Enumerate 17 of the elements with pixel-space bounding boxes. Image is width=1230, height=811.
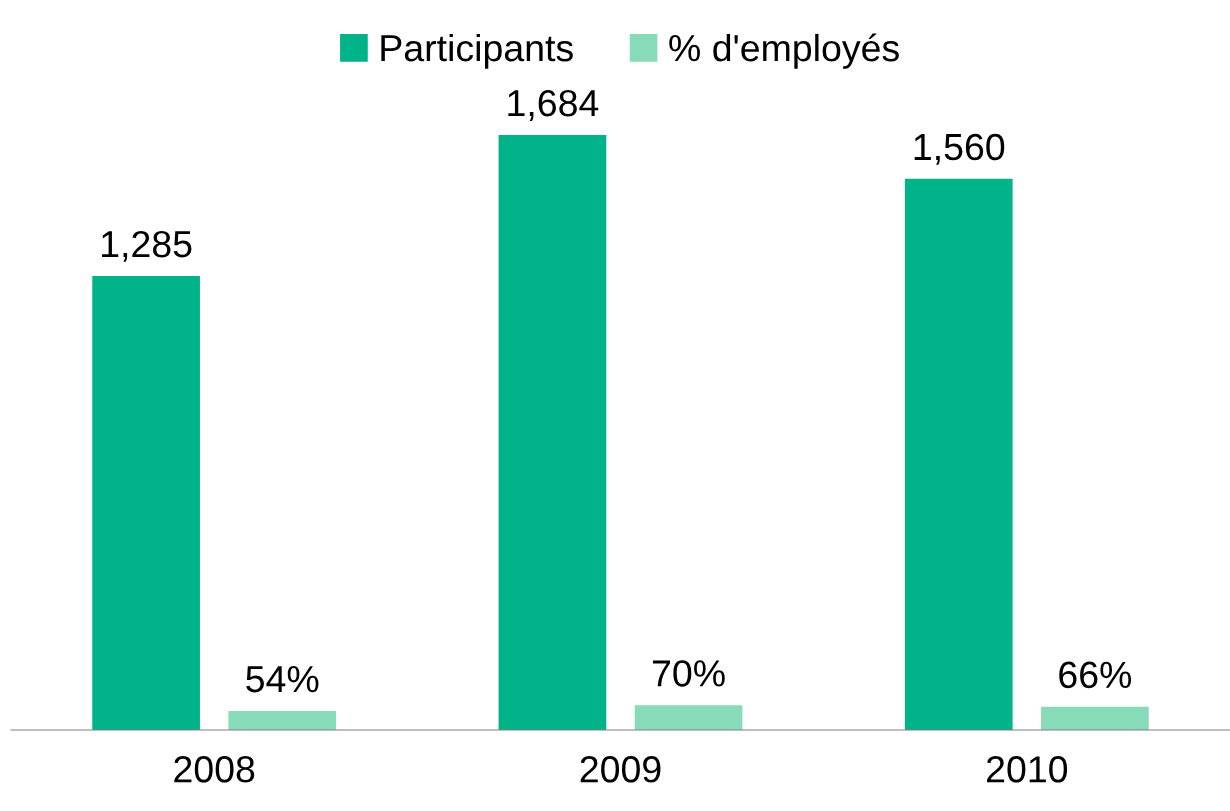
x-tick-label: 2009 [580, 755, 661, 783]
data-label: 70% [652, 660, 725, 687]
data-label: 54% [246, 666, 319, 693]
x-tick-label: 2010 [987, 755, 1068, 783]
legend-label: Participants [381, 33, 573, 69]
bar [228, 710, 337, 730]
bar [92, 275, 200, 730]
data-label: 1,684 [508, 89, 599, 121]
data-label: 1,560 [914, 133, 1005, 165]
x-tick-label: 2008 [174, 755, 255, 783]
data-label: 1,285 [102, 230, 192, 262]
bar [634, 705, 743, 730]
bar [1041, 706, 1149, 730]
bar [904, 178, 1013, 730]
bar [498, 134, 607, 730]
data-label: 66% [1059, 661, 1132, 689]
legend-label: % d'employés [669, 33, 899, 69]
